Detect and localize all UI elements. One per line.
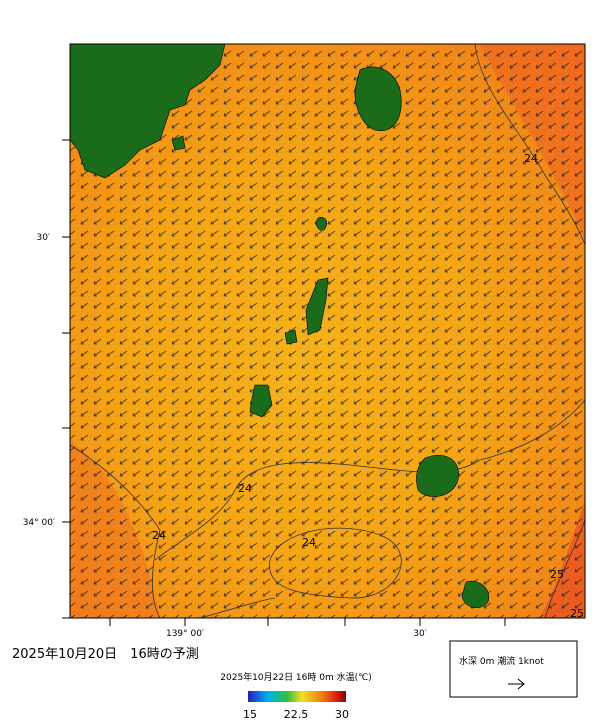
- contours: [70, 44, 585, 618]
- contour-label: 25: [570, 607, 584, 620]
- contour-label: 24: [524, 152, 538, 165]
- legend-box: [449, 640, 578, 698]
- contour-label: 24: [238, 482, 252, 495]
- map-frame: [69, 43, 586, 619]
- lon-label: 30′: [413, 629, 427, 639]
- map-area: [70, 44, 585, 618]
- lon-label: 139° 00′: [166, 629, 204, 639]
- contour-label: 24: [302, 536, 316, 549]
- subtitle: 2025年10月22日 16時 0m 水温(℃): [220, 671, 371, 683]
- colorbar-tick: 15: [243, 708, 257, 721]
- legend-arrow: [508, 678, 525, 690]
- colorbar-tick: 30: [335, 708, 349, 721]
- contour-label: 25: [550, 568, 564, 581]
- lat-label: 30′: [37, 233, 51, 243]
- contour-label: 24: [152, 529, 166, 542]
- lat-label: 34° 00′: [23, 518, 55, 528]
- forecast-title: 2025年10月20日 16時の予測: [12, 647, 199, 662]
- colorbar: [248, 691, 346, 702]
- legend-text: 水深 0m 潮流 1knot: [459, 655, 544, 667]
- frame-ticks: [62, 139, 506, 626]
- colorbar-tick: 22.5: [284, 708, 309, 721]
- islands: [70, 44, 490, 608]
